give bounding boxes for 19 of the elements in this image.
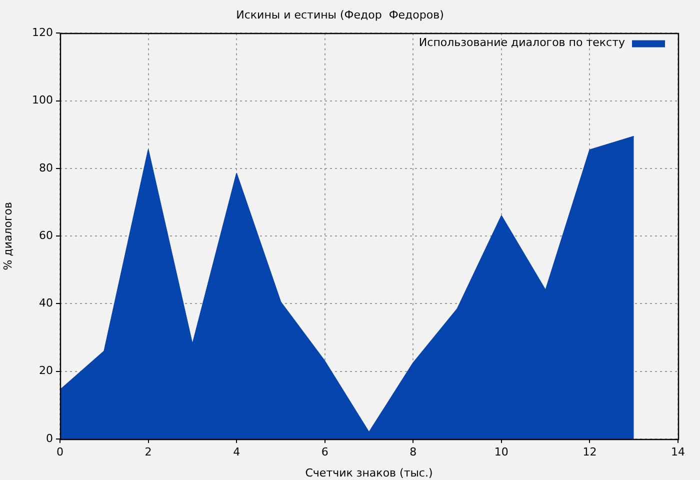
x-tick-label: 4	[233, 445, 240, 458]
x-tick-label: 10	[494, 445, 508, 458]
x-axis-title: Счетчик знаков (тыс.)	[305, 466, 433, 480]
x-tick-label: 8	[410, 445, 417, 458]
y-tick-label: 120	[32, 26, 53, 40]
x-tick-label: 12	[582, 445, 597, 458]
y-tick-label: 0	[46, 432, 53, 445]
x-tick-label: 0	[56, 445, 64, 458]
legend-label: Использование диалогов по тексту	[418, 36, 626, 50]
y-tick-label: 40	[39, 296, 53, 310]
y-tick-label: 60	[39, 228, 53, 242]
x-tick-label: 6	[321, 445, 328, 458]
chart-title: Искины и естины (Федор Федоров)	[236, 8, 444, 22]
x-tick-label: 2	[144, 445, 152, 458]
y-tick-label: 80	[39, 161, 53, 174]
y-tick-label: 100	[32, 94, 53, 107]
x-tick-label: 14	[671, 445, 685, 458]
y-axis-title: % диалогов	[1, 202, 14, 270]
y-tick-label: 20	[39, 364, 53, 378]
